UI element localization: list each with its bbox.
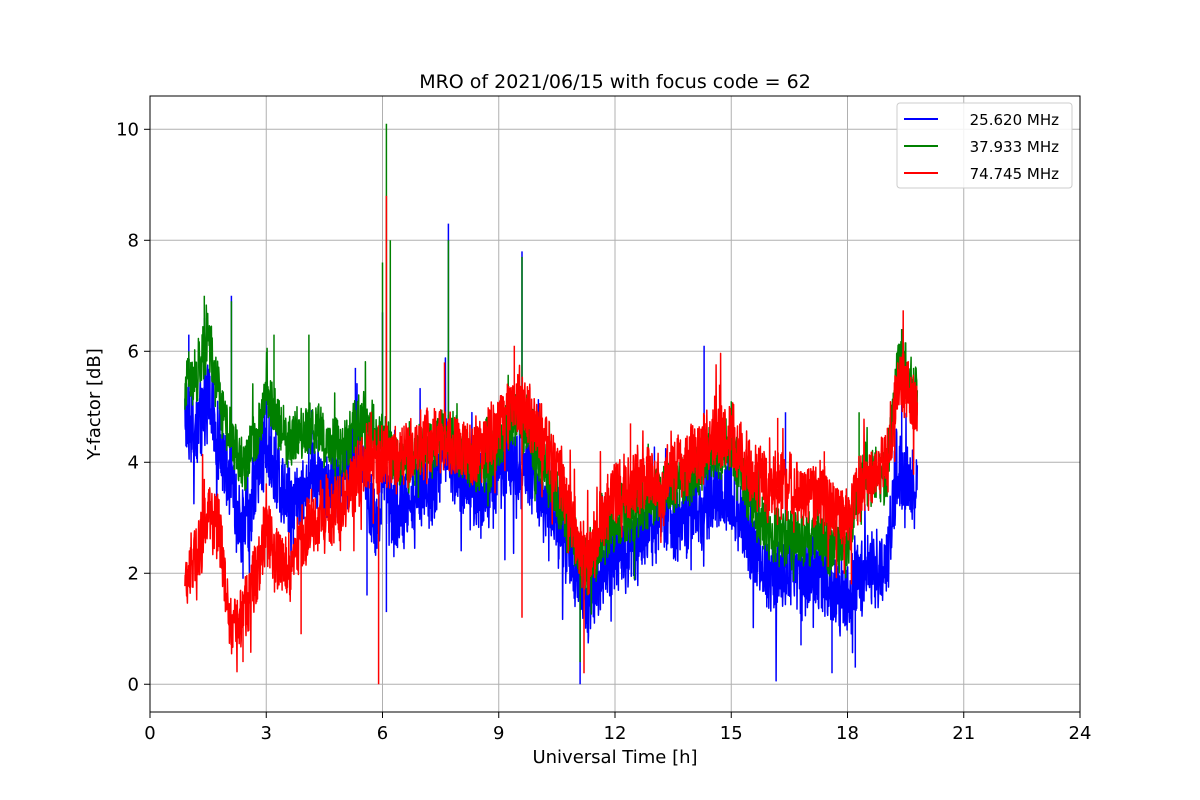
chart-title: MRO of 2021/06/15 with focus code = 62 [419,71,811,93]
series-lines [184,123,919,685]
series-line-3 [184,195,919,685]
x-tick-label: 12 [604,723,627,744]
legend-label: 37.933 MHz [970,138,1059,156]
x-axis-label: Universal Time [h] [532,747,697,768]
y-axis-label: Y-factor [dB] [84,348,105,461]
y-tick-label: 2 [128,563,139,584]
legend-box [896,102,1073,189]
y-tick-label: 4 [128,452,139,473]
x-tick-label: 9 [493,723,504,744]
x-tick-label: 21 [952,723,975,744]
legend: 25.620 MHz 37.933 MHz 74.745 MHz [896,102,1073,189]
x-tick-label: 24 [1069,723,1092,744]
legend-label: 74.745 MHz [970,165,1059,183]
y-tick-label: 6 [128,341,139,362]
x-tick-label: 6 [377,723,388,744]
y-tick-label: 10 [116,119,139,140]
legend-label: 25.620 MHz [970,111,1059,129]
x-tick-label: 18 [836,723,859,744]
y-tick-label: 0 [128,674,139,695]
x-tick-label: 3 [261,723,272,744]
y-tick-label: 8 [128,230,139,251]
x-tick-label: 0 [144,723,155,744]
x-tick-label: 15 [720,723,743,744]
